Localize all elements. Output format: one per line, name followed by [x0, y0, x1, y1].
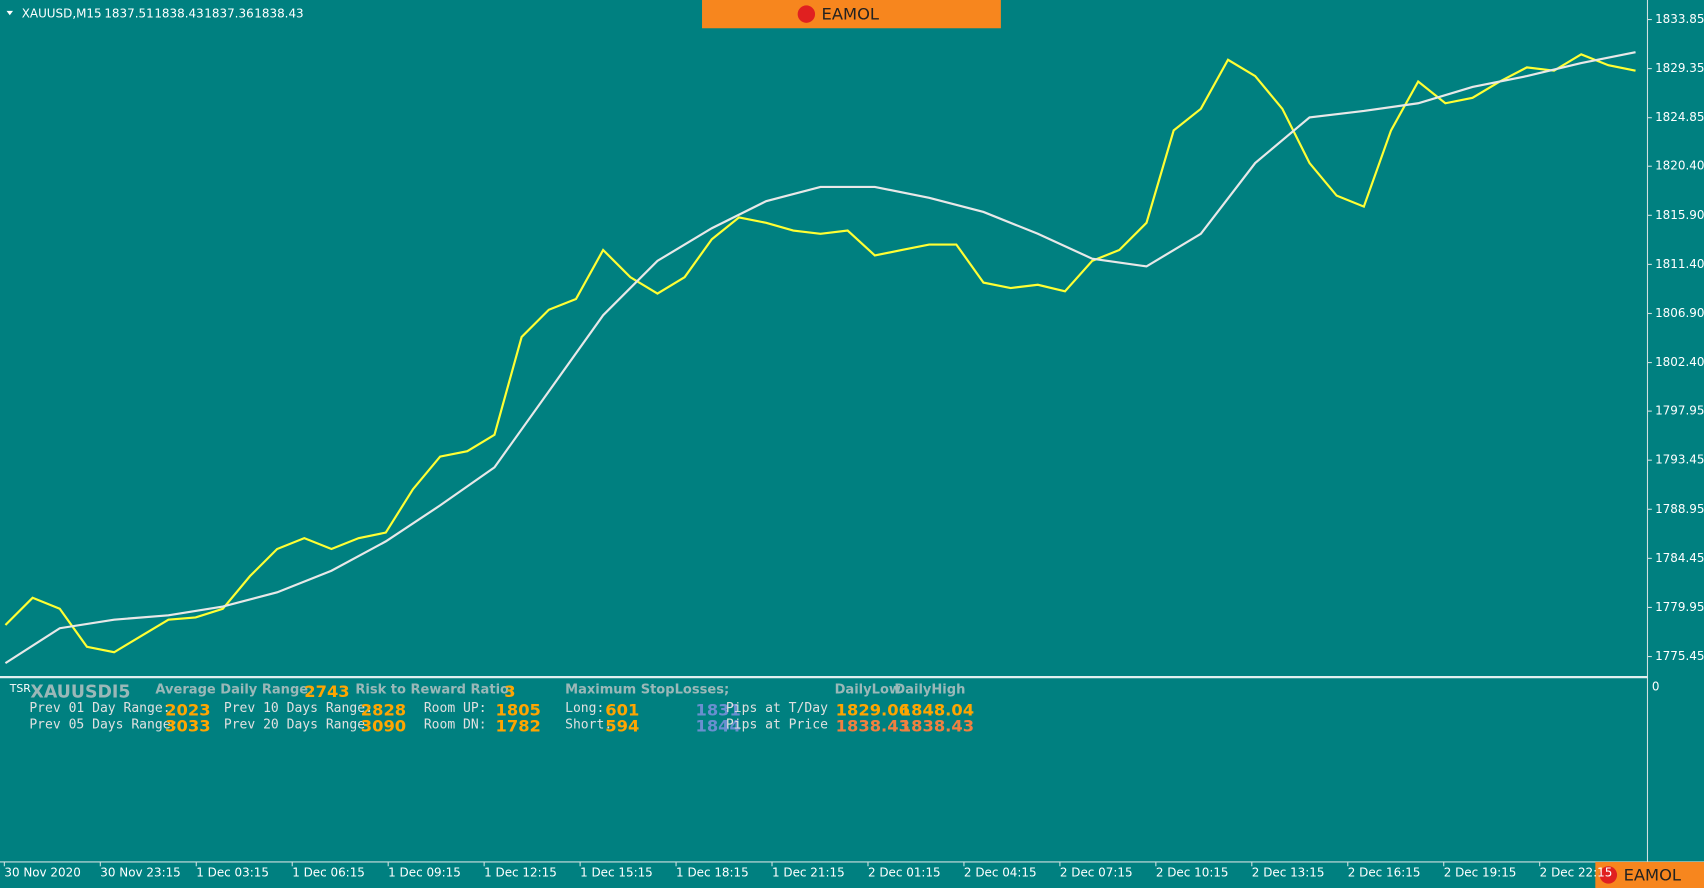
y-tick-label: 1806.90 — [1655, 306, 1704, 320]
daily-high-label: DailyHigh — [894, 683, 965, 698]
prev01-value: 2023 — [165, 700, 210, 719]
y-tick-label: 1788.95 — [1655, 502, 1704, 516]
x-tick-label: 1 Dec 06:15 — [292, 865, 365, 879]
prev01-label: Prev 01 Day Range: — [29, 701, 170, 716]
x-tick-label: 1 Dec 09:15 — [388, 865, 461, 879]
room-up-label: Room UP: — [424, 701, 487, 716]
stoploss-label: Maximum StopLosses; — [565, 683, 729, 698]
y-tick-label: 1820.40 — [1655, 159, 1704, 173]
y-tick-label: 1833.85 — [1655, 12, 1704, 26]
y-tick-label: 1784.45 — [1655, 551, 1704, 565]
indicator-symbol: XAUUSDI5 — [30, 682, 130, 702]
daily-low-label: DailyLow — [835, 683, 901, 698]
adr-value: 2743 — [304, 682, 349, 701]
long-label: Long: — [565, 701, 604, 716]
y-tick-label: 1815.90 — [1655, 208, 1704, 222]
room-dn-label: Room DN: — [424, 717, 487, 732]
quote-open: 1837.51 — [104, 7, 153, 21]
price-line — [4, 51, 1636, 665]
short-pips: 1844 — [696, 717, 741, 736]
prev10-value: 2828 — [361, 700, 406, 719]
y-tick-label: 1802.40 — [1655, 355, 1704, 369]
y-tick-label: 1811.40 — [1655, 257, 1704, 271]
x-tick-label: 2 Dec 19:15 — [1444, 865, 1517, 879]
pips-today-label: Pips at T/Day — [726, 701, 828, 716]
brand-banner — [702, 0, 1001, 29]
y-tick-label: 1779.95 — [1655, 600, 1704, 614]
quote-low: 1837.36 — [204, 7, 253, 21]
short-label: Short: — [565, 717, 612, 732]
x-tick-label: 2 Dec 01:15 — [868, 865, 941, 879]
pips-today-high: 1848.04 — [900, 700, 974, 719]
x-tick-label: 30 Nov 2020 — [4, 865, 80, 879]
brand-text: EAMOL — [822, 5, 879, 24]
brand-corner-icon — [1599, 866, 1618, 884]
brand-icon — [797, 5, 816, 23]
x-tick-label: 1 Dec 18:15 — [676, 865, 749, 879]
symbol-label: XAUUSD,M15 — [22, 7, 102, 21]
indicator-scale: 0 — [1652, 679, 1660, 693]
rr-value: 3 — [504, 682, 515, 701]
prev10-label: Prev 10 Days Range: — [224, 701, 373, 716]
long-pips: 1831 — [696, 700, 741, 719]
prev05-value: 3033 — [165, 717, 210, 736]
x-tick-label: 2 Dec 13:15 — [1252, 865, 1325, 879]
x-tick-label: 2 Dec 07:15 — [1060, 865, 1133, 879]
pips-price-low: 1838.43 — [836, 717, 910, 736]
x-tick-label: 2 Dec 10:15 — [1156, 865, 1229, 879]
y-tick-label: 1793.45 — [1655, 453, 1704, 467]
x-tick-label: 30 Nov 23:15 — [100, 865, 180, 879]
rr-label: Risk to Reward Ratio: — [355, 683, 514, 698]
pips-price-high: 1838.43 — [900, 717, 974, 736]
pips-today-low: 1829.06 — [836, 700, 910, 719]
y-tick-label: 1775.45 — [1655, 649, 1704, 663]
menu-arrow[interactable] — [6, 10, 14, 16]
short-value: 594 — [605, 717, 639, 736]
brand-corner-text: EAMOL — [1624, 866, 1681, 885]
x-tick-label: 2 Dec 04:15 — [964, 865, 1037, 879]
x-tick-label: 1 Dec 12:15 — [484, 865, 557, 879]
price-line — [4, 53, 1636, 654]
prev20-value: 3090 — [361, 717, 406, 736]
prev05-label: Prev 05 Days Range: — [29, 717, 178, 732]
indicator-name: TSR — [9, 682, 32, 695]
x-tick-label: 1 Dec 15:15 — [580, 865, 653, 879]
y-tick-label: 1824.85 — [1655, 110, 1704, 124]
y-tick-label: 1797.95 — [1655, 404, 1704, 418]
room-up-value: 1805 — [496, 700, 541, 719]
quote-close: 1838.43 — [254, 7, 303, 21]
quote-high: 1838.43 — [154, 7, 203, 21]
prev20-label: Prev 20 Days Range: — [224, 717, 373, 732]
y-tick-label: 1829.35 — [1655, 61, 1704, 75]
room-dn-value: 1782 — [496, 717, 541, 736]
x-tick-label: 1 Dec 03:15 — [196, 865, 269, 879]
adr-label: Average Daily Range: — [155, 683, 313, 698]
long-value: 601 — [605, 700, 639, 719]
indicator-panel: TSR XAUUSDI5 0 Average Daily Range: 2743… — [9, 679, 1660, 735]
x-tick-label: 1 Dec 21:15 — [772, 865, 845, 879]
x-tick-label: 2 Dec 22:15 — [1540, 865, 1613, 879]
pips-price-label: Pips at Price — [726, 717, 828, 732]
x-tick-label: 2 Dec 16:15 — [1348, 865, 1421, 879]
